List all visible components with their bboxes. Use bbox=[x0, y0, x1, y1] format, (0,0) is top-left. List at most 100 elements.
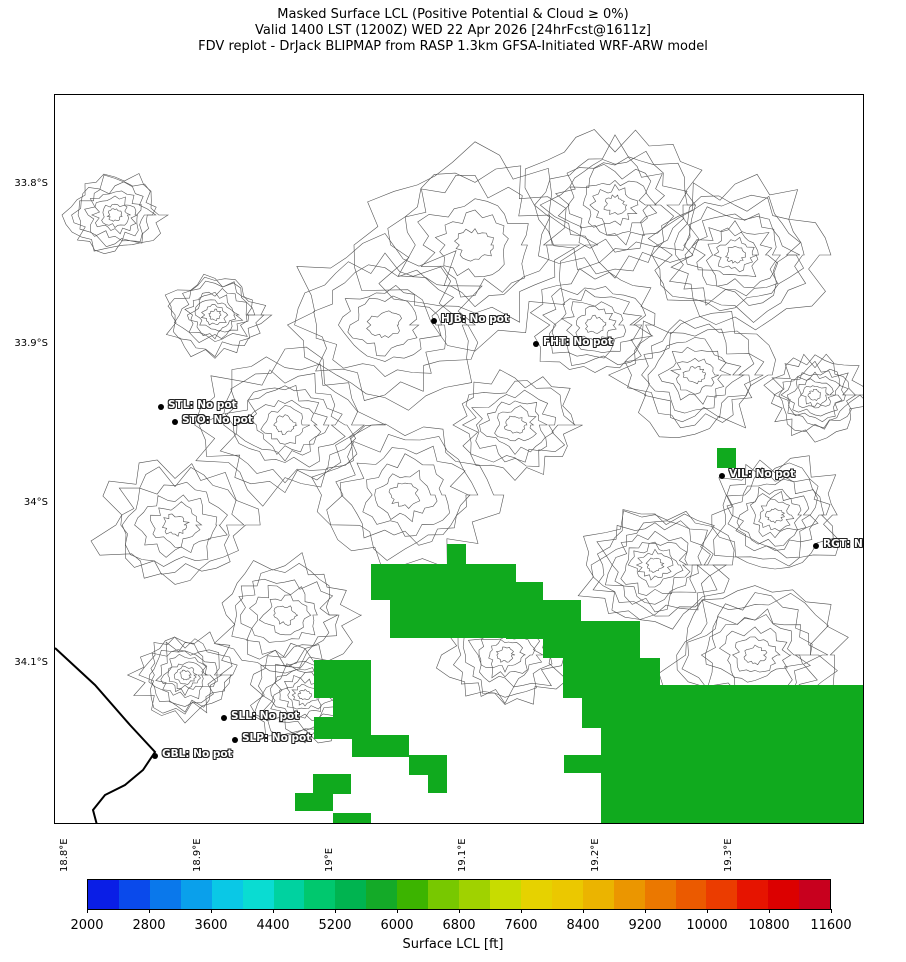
terrain-contour bbox=[150, 641, 220, 713]
terrain-contour bbox=[219, 369, 357, 484]
terrain-contour bbox=[479, 400, 548, 455]
terrain-contour bbox=[134, 494, 218, 558]
colorbar-tick-mark bbox=[459, 909, 460, 913]
terrain-contour bbox=[200, 304, 229, 326]
terrain-contour bbox=[670, 358, 720, 395]
terrain-contour bbox=[161, 513, 190, 537]
terrain-contours bbox=[55, 129, 863, 823]
station-label: VIL: No pot bbox=[729, 468, 795, 480]
lcl-cell bbox=[333, 698, 371, 718]
terrain-contour bbox=[150, 501, 203, 548]
terrain-contour bbox=[194, 299, 237, 332]
colorbar-tick-label: 3600 bbox=[194, 918, 228, 933]
terrain-contour bbox=[627, 541, 684, 588]
terrain-contour bbox=[763, 354, 863, 443]
terrain-contour bbox=[326, 434, 479, 561]
terrain-contour bbox=[704, 614, 803, 696]
terrain-contour bbox=[121, 481, 228, 567]
terrain-contour bbox=[224, 385, 346, 468]
terrain-contour bbox=[397, 175, 553, 308]
colorbar bbox=[87, 879, 831, 910]
terrain-contour bbox=[726, 467, 825, 559]
station-dot bbox=[221, 715, 227, 721]
lon-label: 19°E bbox=[324, 847, 335, 872]
station-label: GBL: No pot bbox=[162, 748, 233, 760]
terrain-contour bbox=[118, 466, 245, 575]
station-dot bbox=[719, 473, 725, 479]
terrain-contour bbox=[160, 653, 209, 697]
colorbar-tick-label: 10000 bbox=[686, 918, 728, 933]
terrain-contour bbox=[294, 252, 479, 401]
terrain-contour bbox=[338, 285, 443, 362]
coastline bbox=[55, 647, 157, 823]
terrain-contour bbox=[164, 276, 273, 359]
station-dot bbox=[158, 404, 164, 410]
terrain-contour bbox=[668, 195, 804, 312]
terrain-contour bbox=[238, 578, 338, 659]
terrain-contour bbox=[726, 477, 819, 551]
station-label: FHT: No pot bbox=[543, 336, 613, 348]
colorbar-tick-label: 9200 bbox=[628, 918, 662, 933]
terrain-contour bbox=[273, 414, 298, 436]
colorbar-swatch bbox=[459, 880, 490, 909]
terrain-contour bbox=[529, 268, 656, 373]
station-dot bbox=[172, 419, 178, 425]
terrain-contour bbox=[592, 509, 728, 620]
lcl-cell bbox=[582, 685, 863, 718]
lcl-cell bbox=[601, 715, 863, 755]
terrain-contour bbox=[84, 190, 142, 242]
colorbar-tick-label: 6800 bbox=[442, 918, 476, 933]
station-label: RGT: No pot bbox=[823, 538, 863, 550]
terrain-contour bbox=[434, 209, 509, 278]
colorbar-tick-label: 2000 bbox=[70, 918, 104, 933]
terrain-contour bbox=[524, 129, 703, 275]
title-line-1: Masked Surface LCL (Positive Potential &… bbox=[277, 7, 629, 22]
colorbar-tick-label: 7600 bbox=[504, 918, 538, 933]
terrain-contour bbox=[713, 236, 758, 273]
colorbar-swatch bbox=[799, 880, 831, 909]
colorbar-swatch bbox=[613, 880, 645, 909]
terrain-contour bbox=[286, 233, 483, 411]
terrain-contour bbox=[71, 174, 157, 255]
lcl-cell bbox=[543, 621, 640, 658]
terrain-contour bbox=[736, 486, 811, 547]
colorbar-label: Surface LCL [ft] bbox=[402, 937, 504, 952]
terrain-contour bbox=[353, 141, 599, 352]
terrain-contour bbox=[248, 399, 322, 455]
terrain-contour bbox=[682, 366, 706, 385]
colorbar-tick-mark bbox=[211, 909, 212, 913]
colorbar-swatch bbox=[768, 880, 800, 909]
terrain-contour bbox=[647, 194, 807, 323]
station-dot bbox=[232, 737, 238, 743]
terrain-contour bbox=[260, 405, 311, 445]
terrain-contour bbox=[725, 246, 746, 264]
lcl-cell bbox=[314, 660, 371, 698]
colorbar-tick-mark bbox=[521, 909, 522, 913]
terrain-contour bbox=[471, 389, 556, 463]
terrain-contour bbox=[807, 388, 822, 402]
map-panel[interactable]: HJB: No pot FHT: No pot STL: No pot STO: No… bbox=[54, 94, 864, 824]
colorbar-swatch bbox=[582, 880, 614, 909]
colorbar-tick-label: 11600 bbox=[810, 918, 852, 933]
terrain-contour bbox=[645, 557, 665, 573]
lcl-cell bbox=[428, 775, 447, 793]
terrain-contour bbox=[91, 195, 138, 235]
terrain-contour bbox=[167, 273, 265, 358]
colorbar-swatch bbox=[304, 880, 336, 909]
terrain-contour bbox=[313, 264, 455, 377]
lcl-cell bbox=[447, 544, 466, 574]
colorbar-tick-mark bbox=[87, 909, 88, 913]
lcl-cell bbox=[295, 793, 333, 811]
terrain-contour bbox=[231, 563, 340, 669]
terrain-contour bbox=[61, 173, 170, 252]
lon-label: 19.3°E bbox=[723, 838, 734, 872]
lon-label: 19.1°E bbox=[457, 838, 468, 872]
terrain-contour bbox=[713, 455, 841, 567]
title-line-3: FDV replot - DrJack BLIPMAP from RASP 1.… bbox=[198, 39, 708, 54]
terrain-contour bbox=[494, 405, 537, 442]
colorbar-swatch bbox=[335, 880, 367, 909]
terrain-contour bbox=[311, 423, 505, 574]
terrain-contour bbox=[764, 508, 786, 524]
terrain-contour bbox=[106, 208, 123, 222]
colorbar-swatch bbox=[211, 880, 243, 909]
